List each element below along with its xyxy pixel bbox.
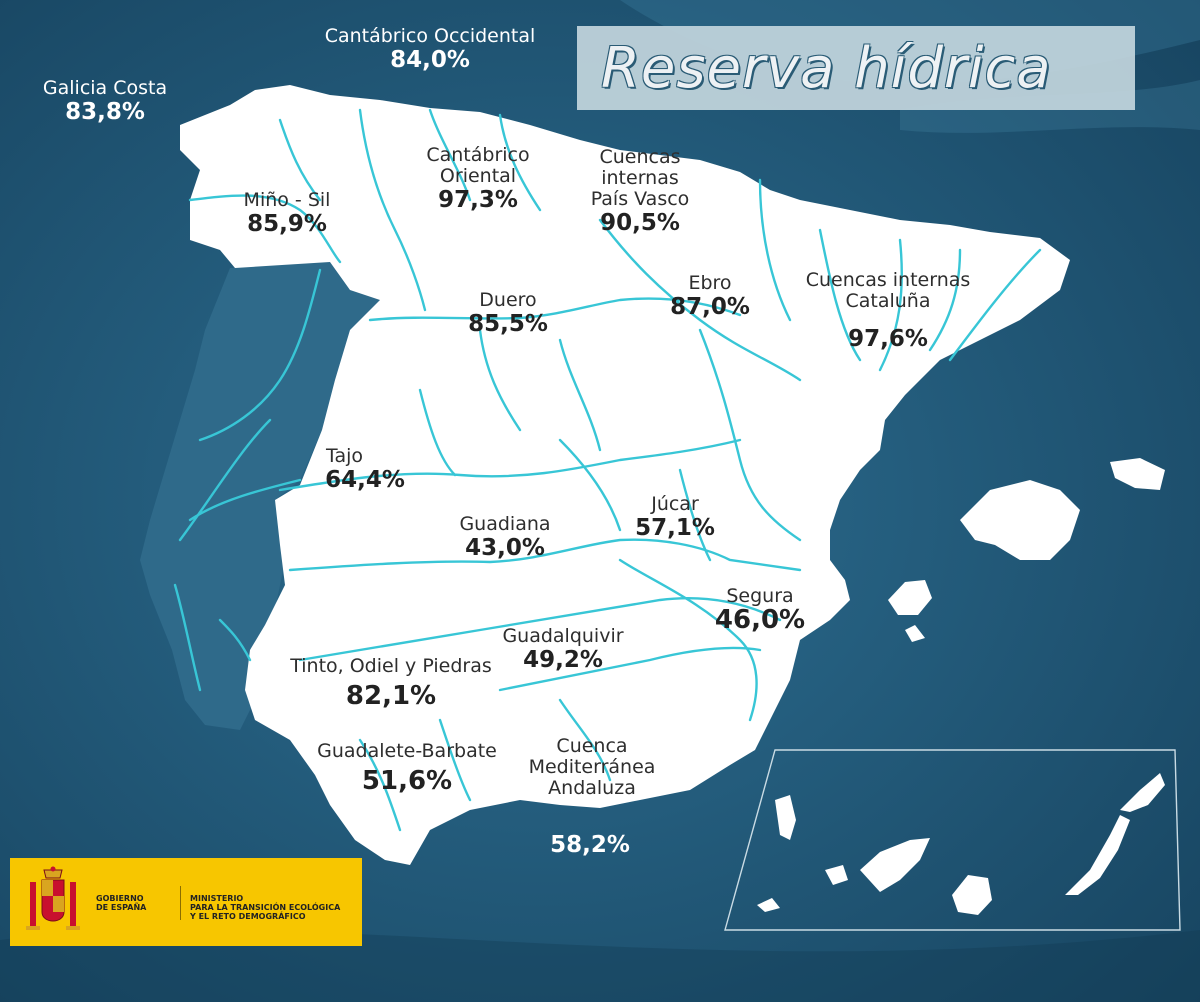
ibiza-shape <box>888 580 932 615</box>
rivers <box>173 108 1042 832</box>
sea-wave <box>0 929 1200 1002</box>
basin-pais-vasco: Cuencas internas País Vasco 90,5% <box>565 147 715 237</box>
basin-name: Cuencas internas <box>805 269 971 291</box>
basin-name: Andaluza <box>548 777 636 799</box>
ministerio-line: MINISTERIO <box>190 894 244 903</box>
lanzarote-shape <box>1120 773 1165 812</box>
title-box: Reserva hídrica <box>577 26 1135 110</box>
basin-guadalete-barbate: Guadalete-Barbate 51,6% <box>302 741 512 795</box>
government-logo: GOBIERNO DE ESPAÑA MINISTERIO PARA LA TR… <box>10 858 362 946</box>
basin-value: 49,2% <box>523 647 603 673</box>
basin-name: Ebro <box>688 272 732 294</box>
basin-mediterranea-andaluza: Cuenca Mediterránea Andaluza <box>512 736 672 799</box>
basin-guadalquivir: Guadalquivir 49,2% <box>488 626 638 674</box>
basin-cantabrico-occidental: Cantábrico Occidental 84,0% <box>305 26 555 74</box>
basin-name: Cuencas <box>599 146 681 168</box>
basin-name: Júcar <box>651 493 699 515</box>
basin-value: 85,9% <box>247 211 327 237</box>
gobierno-line: DE ESPAÑA <box>96 903 147 912</box>
basin-value: 82,1% <box>345 681 437 711</box>
basin-guadiana: Guadiana 43,0% <box>440 514 570 562</box>
basin-name: Galicia Costa <box>42 77 168 99</box>
basin-tajo: Tajo 64,4% <box>310 446 420 494</box>
basin-value: 87,0% <box>670 294 750 320</box>
gobierno-label: GOBIERNO DE ESPAÑA <box>96 894 146 912</box>
basin-segura: Segura 46,0% <box>705 586 815 634</box>
basin-name: Mediterránea <box>528 756 656 778</box>
la-palma-shape <box>775 795 796 840</box>
ministerio-line: Y EL RETO DEMOGRÁFICO <box>190 912 306 921</box>
basin-name: Cantábrico Occidental <box>324 25 536 47</box>
basin-value: 43,0% <box>465 535 545 561</box>
basin-name: País Vasco <box>590 188 690 210</box>
basin-value: 46,0% <box>714 605 806 635</box>
basin-value: 90,5% <box>600 210 680 236</box>
basin-cataluna: Cuencas internas Cataluña 97,6% <box>788 270 988 353</box>
spain-mainland <box>180 85 1070 865</box>
basin-tinto-odiel-piedras: Tinto, Odiel y Piedras 82,1% <box>266 656 516 710</box>
basin-name: Segura <box>726 585 794 607</box>
basin-name: Guadalquivir <box>502 625 624 647</box>
basin-name: Cantábrico <box>426 144 530 166</box>
basin-mino-sil: Miño - Sil 85,9% <box>222 190 352 238</box>
basin-name: Tajo <box>326 445 364 467</box>
ministerio-label: MINISTERIO PARA LA TRANSICIÓN ECOLÓGICA … <box>190 894 340 921</box>
basin-name: Guadalete-Barbate <box>317 740 497 762</box>
formentera-shape <box>905 625 925 642</box>
basin-value: 51,6% <box>361 766 453 796</box>
canarias-inset <box>724 749 1181 931</box>
basin-name: internas <box>601 167 679 189</box>
coat-of-arms-icon <box>26 866 80 930</box>
basin-cantabrico-oriental: Cantábrico Oriental 97,3% <box>408 145 548 214</box>
map-title: Reserva hídrica <box>601 35 1052 101</box>
basin-name: Guadiana <box>459 513 551 535</box>
mallorca-shape <box>960 480 1080 560</box>
portugal-shape <box>140 262 380 730</box>
gran-canaria-shape <box>952 875 992 915</box>
basin-name: Tinto, Odiel y Piedras <box>290 655 492 677</box>
logo-divider <box>180 886 181 920</box>
basin-name: Cuenca <box>556 735 628 757</box>
fuerteventura-shape <box>1065 815 1130 895</box>
basin-value: 58,2% <box>550 832 630 858</box>
basin-name: Cataluña <box>845 290 931 312</box>
tenerife-shape <box>860 838 930 892</box>
basin-name: Miño - Sil <box>243 189 331 211</box>
basin-name: Oriental <box>439 165 517 187</box>
basin-value: 97,3% <box>438 187 518 213</box>
basin-value: 85,5% <box>468 311 548 337</box>
basin-value: 64,4% <box>325 467 405 493</box>
la-gomera-shape <box>825 865 848 885</box>
basin-ebro: Ebro 87,0% <box>650 273 770 321</box>
gobierno-line: GOBIERNO <box>96 894 144 903</box>
el-hierro-shape <box>757 898 780 912</box>
basin-jucar: Júcar 57,1% <box>620 494 730 542</box>
basin-value: 97,6% <box>848 326 928 352</box>
basin-name: Duero <box>479 289 537 311</box>
basin-value: 83,8% <box>65 99 145 125</box>
basin-galicia-costa: Galicia Costa 83,8% <box>30 78 180 126</box>
menorca-shape <box>1110 458 1165 490</box>
basin-value: 84,0% <box>390 47 470 73</box>
basin-value: 57,1% <box>635 515 715 541</box>
basin-mediterranea-andaluza-value: 58,2% <box>530 832 650 859</box>
ministerio-line: PARA LA TRANSICIÓN ECOLÓGICA <box>190 903 341 912</box>
basin-duero: Duero 85,5% <box>448 290 568 338</box>
